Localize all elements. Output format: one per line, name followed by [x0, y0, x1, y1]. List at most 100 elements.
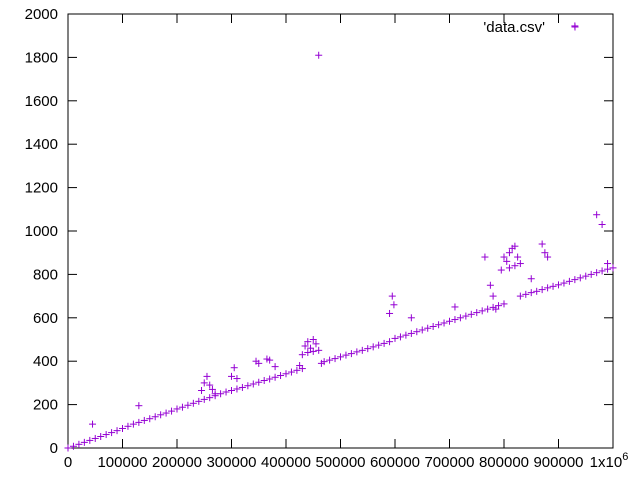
data-point — [80, 438, 88, 446]
data-point — [195, 397, 203, 405]
data-point — [198, 386, 206, 394]
data-point — [481, 253, 489, 261]
data-point — [538, 286, 546, 294]
y-tick-label: 200 — [33, 397, 58, 414]
data-point — [347, 350, 355, 358]
data-point — [386, 338, 394, 346]
data-point — [304, 338, 312, 346]
x-tick-label: 0 — [64, 454, 72, 471]
data-point — [315, 51, 323, 59]
x-tick-label-text: 900000 — [533, 454, 583, 471]
legend-label: 'data.csv' — [483, 19, 545, 36]
data-point — [260, 377, 268, 385]
data-point — [249, 380, 257, 388]
data-point — [162, 409, 170, 417]
x-tick-label-text: 800000 — [479, 454, 529, 471]
data-point — [271, 363, 279, 371]
x-tick-label-text: 500000 — [315, 454, 365, 471]
data-point — [522, 290, 530, 298]
x-tick-label: 1x106 — [590, 451, 629, 471]
y-tick-label: 800 — [33, 266, 58, 283]
data-point — [206, 381, 214, 389]
data-point — [230, 364, 238, 372]
data-point — [424, 324, 432, 332]
data-point — [478, 307, 486, 315]
data-point — [301, 342, 309, 350]
data-point — [228, 386, 235, 394]
data-point — [255, 359, 263, 367]
data-point — [369, 343, 377, 351]
y-tick-label: 2000 — [25, 6, 58, 23]
data-point — [331, 355, 339, 363]
data-point — [151, 413, 159, 421]
data-point — [516, 292, 524, 300]
data-point — [129, 420, 137, 428]
data-point — [388, 292, 396, 300]
data-point — [293, 366, 301, 374]
data-point — [598, 267, 606, 275]
data-point — [178, 403, 186, 411]
x-tick-label-text: 200000 — [152, 454, 202, 471]
y-tick-label: 1200 — [25, 180, 58, 197]
x-tick-label: 900000 — [533, 454, 583, 471]
data-point — [69, 442, 77, 450]
data-point — [544, 284, 552, 292]
data-point — [64, 444, 72, 452]
data-point — [497, 266, 505, 274]
data-point — [462, 312, 470, 320]
y-tick-label: 1000 — [25, 223, 58, 240]
x-tick-label: 400000 — [261, 454, 311, 471]
data-point — [489, 292, 497, 300]
data-point — [451, 303, 459, 311]
data-point — [582, 272, 590, 280]
data-point — [514, 253, 522, 261]
x-tick-label-text: 700000 — [424, 454, 474, 471]
data-point — [206, 394, 214, 402]
data-point — [527, 275, 535, 283]
data-point — [108, 429, 116, 437]
x-tick-label: 100000 — [97, 454, 147, 471]
data-point — [304, 349, 312, 357]
data-point — [312, 340, 320, 348]
x-tick-label-text: 400000 — [261, 454, 311, 471]
data-point — [233, 375, 241, 383]
data-point — [407, 329, 415, 337]
data-point — [208, 385, 216, 393]
data-point — [435, 321, 443, 329]
data-point — [467, 310, 475, 318]
data-point — [391, 334, 399, 342]
data-point — [200, 395, 208, 403]
data-point — [593, 269, 601, 277]
data-point — [315, 346, 323, 354]
data-point — [473, 309, 481, 317]
data-point — [429, 322, 437, 330]
data-point — [598, 220, 606, 228]
data-point — [287, 368, 295, 376]
data-point — [238, 383, 246, 391]
legend: 'data.csv' — [483, 19, 579, 36]
axes: 0 200 400 600 800 1000 1200 1400 1600 1800 2000 0 10… — [25, 6, 629, 471]
data-point — [375, 341, 383, 349]
data-point — [266, 356, 274, 364]
data-point — [184, 401, 192, 409]
y-tick-label: 0 — [50, 440, 58, 457]
data-point — [386, 309, 394, 317]
x-tick-label-text: 100000 — [97, 454, 147, 471]
data-point — [505, 249, 513, 257]
x-tick-label-exponent: 6 — [622, 451, 628, 463]
data-point — [255, 378, 263, 386]
data-point — [173, 405, 181, 413]
data-point — [86, 436, 94, 444]
x-tick-label-text: 300000 — [206, 454, 256, 471]
data-point — [402, 331, 410, 339]
data-point — [516, 260, 524, 268]
legend-marker — [571, 23, 579, 31]
data-point — [296, 362, 304, 370]
data-point — [609, 264, 617, 272]
data-point — [390, 301, 398, 309]
data-point — [168, 407, 176, 415]
data-point — [571, 276, 579, 284]
x-tick-label: 800000 — [479, 454, 529, 471]
